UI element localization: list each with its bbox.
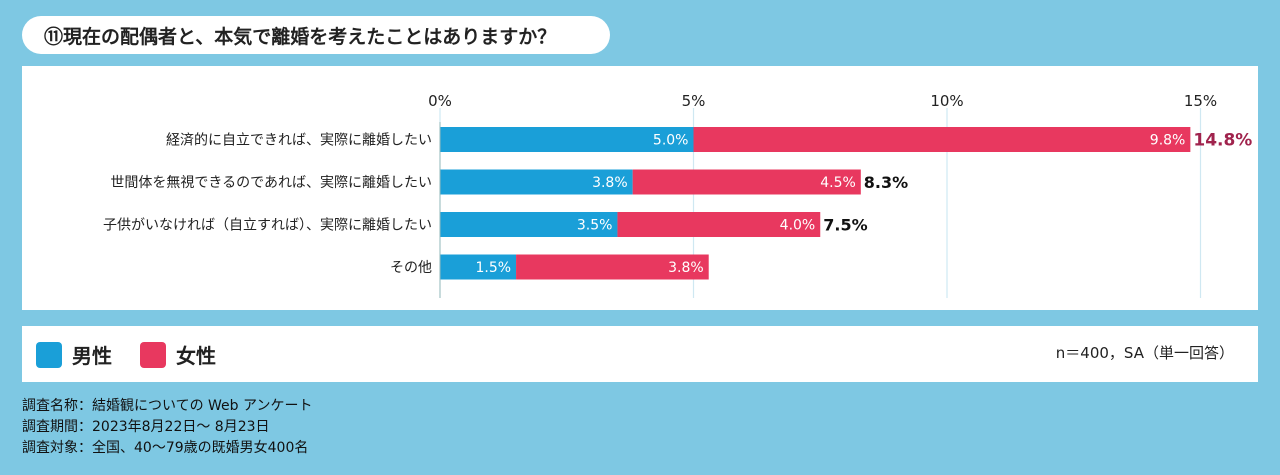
data-label-male: 1.5% [475,260,511,276]
legend-item-female: 女性 [140,340,216,369]
bar-male [440,212,618,237]
bar-female [632,169,861,195]
bar-male [440,127,694,152]
chart-title-pill: ⑪現在の配偶者と、本気で離婚を考えたことはありますか？ [22,16,610,54]
category-label: 子供がいなければ（自立すれば）、実際に離婚したい [103,217,432,234]
data-label-female: 4.5% [820,175,856,191]
survey-name: 調査名称：結婚観についての Web アンケート [22,398,313,414]
bar-male [440,169,633,195]
data-label-male: 5.0% [653,133,689,149]
survey-target: 調査対象：全国、40～79歳の既婚男女400名 [22,440,309,456]
data-label-female: 9.8% [1150,133,1186,149]
bar-female [693,127,1191,152]
x-tick-label: 15% [1184,92,1217,110]
bar-female [617,212,821,237]
legend-panel: 男性 女性 n＝400，SA（単一回答） [22,326,1258,382]
data-label-female: 3.8% [668,260,704,276]
category-label: 世間体を無視できるのであれば、実際に離婚したい [110,174,432,191]
legend-swatch-female [140,341,166,368]
chart-panel: 0% 5% 10% 15% 経済的に自立できれば、実際に離婚したい 5.0% 9.8% 14.… [22,66,1258,310]
bar-female [516,254,709,280]
data-label-male: 3.8% [592,175,628,191]
survey-period: 調査期間：2023年8月22日～ 8月23日 [22,419,270,435]
survey-footer: 調査名称：結婚観についての Web アンケート 調査期間：2023年8月22日～… [22,396,312,459]
x-tick-label: 5% [682,92,706,110]
x-tick-label: 10% [930,92,963,110]
total-label: 14.8% [1193,131,1252,151]
category-label: その他 [390,260,432,276]
legend-swatch-male [36,341,62,368]
chart-title: ⑪現在の配偶者と、本気で離婚を考えたことはありますか？ [44,25,557,48]
data-label-male: 3.5% [577,218,613,234]
legend-label-female: 女性 [176,344,216,368]
category-label: 経済的に自立できれば、実際に離婚したい [166,132,432,149]
total-label: 8.3% [864,173,908,192]
x-tick-label: 0% [428,92,452,110]
total-label: 7.5% [823,216,867,235]
data-label-female: 4.0% [780,218,816,234]
bar-male [440,254,517,280]
legend-label-male: 男性 [72,344,112,368]
bar-chart: 0% 5% 10% 15% 経済的に自立できれば、実際に離婚したい 5.0% 9.8% 14.… [103,92,1252,298]
legend-item-male: 男性 [36,340,112,369]
sample-size-note: n＝400，SA（単一回答） [1055,344,1234,362]
